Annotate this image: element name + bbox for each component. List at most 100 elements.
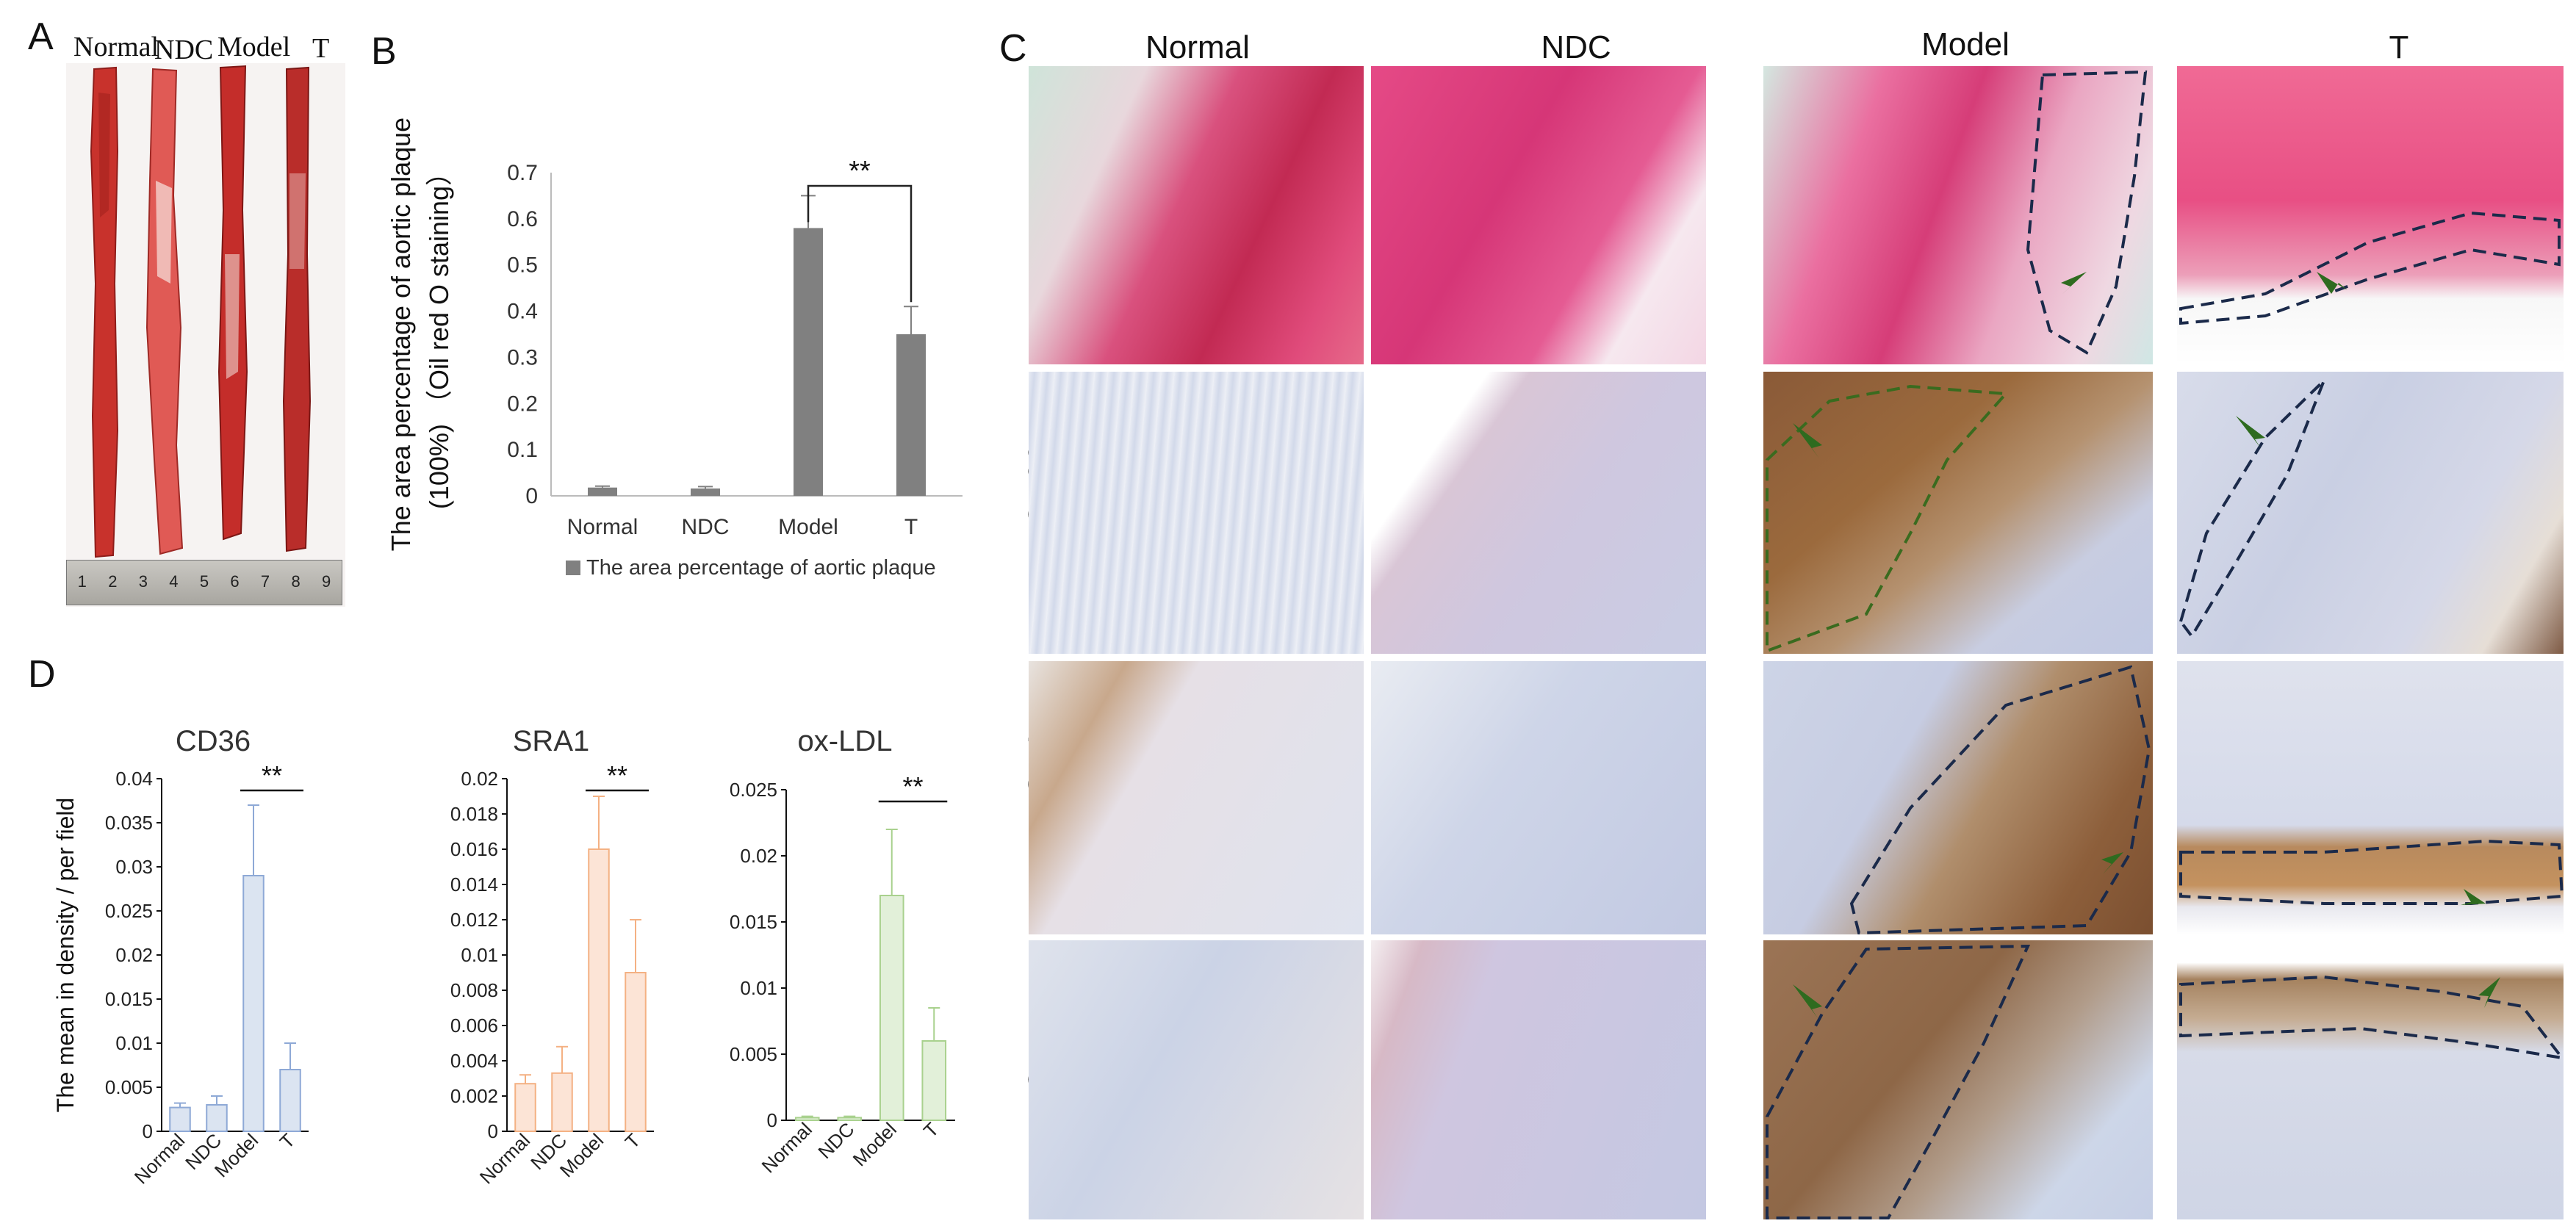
y-tick-label: 0.004 (450, 1050, 498, 1072)
y-tick-label: 0.04 (115, 768, 153, 790)
ruler-number: 8 (291, 572, 301, 591)
bar (625, 972, 647, 1132)
col-header-model: Model (1921, 26, 2010, 62)
x-tick-label: T (904, 515, 918, 539)
y-tick-label: 0.012 (450, 909, 498, 931)
bar (588, 487, 617, 496)
x-tick-label: T (276, 1129, 300, 1153)
significance-label: ** (849, 156, 871, 187)
y-tick-label: 0.01 (115, 1032, 153, 1054)
y-tick-label: 0.035 (105, 812, 153, 834)
ruler-number: 2 (108, 572, 118, 591)
micrograph-oxldl-normal (1029, 940, 1364, 1219)
significance-label: ** (607, 760, 627, 790)
y-tick-label: 0.02 (461, 768, 498, 790)
y-tick-label: 0.002 (450, 1085, 498, 1107)
micrograph-he-t (2177, 66, 2564, 364)
y-tick-label: 0.018 (450, 803, 498, 825)
micrograph-oxldl-t (2177, 940, 2564, 1219)
y-axis-subtitle: (100%) （Oil red O staining） (424, 159, 454, 509)
panel-label-b: B (371, 30, 397, 73)
x-tick-label: Normal (475, 1129, 534, 1188)
panel-a-label-ndc: NDC (154, 35, 214, 65)
micrograph-cd36-ndc (1371, 372, 1706, 654)
bar (879, 895, 904, 1121)
y-tick-label: 0.1 (507, 438, 538, 462)
y-tick-label: 0.03 (115, 856, 153, 878)
y-tick-label: 0.015 (105, 988, 153, 1010)
ruler-number: 3 (138, 572, 148, 591)
y-axis-title: The area percentage of aortic plaque (386, 118, 416, 551)
micrograph-oxldl-model (1763, 940, 2153, 1219)
x-tick-label: Model (778, 515, 838, 539)
y-tick-label: 0.4 (507, 300, 538, 324)
y-tick-label: 0.015 (730, 911, 777, 933)
y-tick-label: 0.016 (450, 838, 498, 860)
col-header-t: T (2389, 29, 2409, 65)
ruler-number: 7 (260, 572, 270, 591)
bar (551, 1072, 573, 1132)
panel-a-label-normal: Normal (73, 32, 159, 62)
col-header-ndc: NDC (1541, 29, 1611, 65)
significance-bracket (807, 184, 913, 303)
y-tick-label: 0.01 (461, 944, 498, 966)
y-tick-label: 0.025 (730, 779, 777, 801)
ruler-number: 4 (169, 572, 179, 591)
y-tick-label: 0.008 (450, 979, 498, 1001)
panel-label-c: C (999, 27, 1027, 70)
micrograph-sra1-t (2177, 661, 2564, 934)
y-tick-label: 0 (767, 1109, 777, 1131)
y-tick-label: 0.005 (730, 1043, 777, 1065)
bar (206, 1104, 228, 1132)
micrograph-sra1-ndc (1371, 661, 1706, 934)
y-tick-label: 0.02 (740, 845, 777, 867)
x-tick-label: NDC (682, 515, 730, 539)
y-tick-label: 0 (525, 484, 538, 508)
aorta-normal (90, 66, 119, 558)
y-tick-label: 0 (488, 1120, 498, 1142)
y-tick-label: 0.7 (507, 161, 538, 185)
bar (921, 1040, 947, 1121)
chart-b: 0 0.1 0.2 0.3 0.4 0.5 0.6 0.7 Normal NDC Model T ** T… (386, 118, 963, 580)
y-tick-label: 0.006 (450, 1014, 498, 1037)
panel-label-d: D (28, 653, 56, 696)
micrograph-he-normal (1029, 66, 1364, 364)
legend-label: The area percentage of aortic plaque (586, 556, 936, 580)
x-tick-label: T (621, 1129, 645, 1153)
bar (169, 1106, 191, 1132)
micrograph-sra1-model (1763, 661, 2153, 934)
ruler: 1 2 3 4 5 6 7 8 9 (66, 560, 342, 605)
chart-title: SRA1 (513, 725, 590, 757)
bar (242, 875, 265, 1132)
y-tick-label: 0.01 (740, 977, 777, 999)
x-tick-label: T (919, 1118, 943, 1142)
micrograph-he-model (1763, 66, 2153, 364)
micrograph-he-ndc (1371, 66, 1706, 364)
legend-swatch (566, 561, 580, 575)
micrograph-cd36-model (1763, 372, 2153, 654)
chart-title: ox-LDL (798, 725, 893, 757)
significance-label: ** (902, 771, 923, 801)
y-axis-title: The mean in density / per field (52, 798, 79, 1113)
col-header-normal: Normal (1145, 29, 1250, 65)
y-tick-label: 0.6 (507, 207, 538, 231)
panel-label-a: A (28, 15, 54, 58)
chart-d: CD36 0 0.005 0.01 0.015 0.02 0.025 0.03 0.035 0.0… (52, 725, 955, 1188)
micrograph-sra1-normal (1029, 661, 1364, 934)
aorta-photo (66, 63, 345, 607)
ruler-number: 6 (230, 572, 240, 591)
chart-title: CD36 (176, 725, 251, 757)
y-tick-label: 0.014 (450, 873, 498, 895)
aorta-ndc (145, 68, 184, 555)
y-tick-label: 0.5 (507, 253, 538, 278)
ruler-number: 5 (199, 572, 209, 591)
bar (691, 488, 720, 496)
y-tick-label: 0.025 (105, 900, 153, 922)
y-tick-label: 0.02 (115, 944, 153, 966)
aorta-t (282, 66, 312, 552)
panel-a-label-t: T (312, 33, 330, 64)
micrograph-oxldl-ndc (1371, 940, 1706, 1219)
x-tick-label: Normal (130, 1129, 189, 1188)
bar (588, 848, 610, 1132)
x-tick-label: Normal (567, 515, 638, 539)
